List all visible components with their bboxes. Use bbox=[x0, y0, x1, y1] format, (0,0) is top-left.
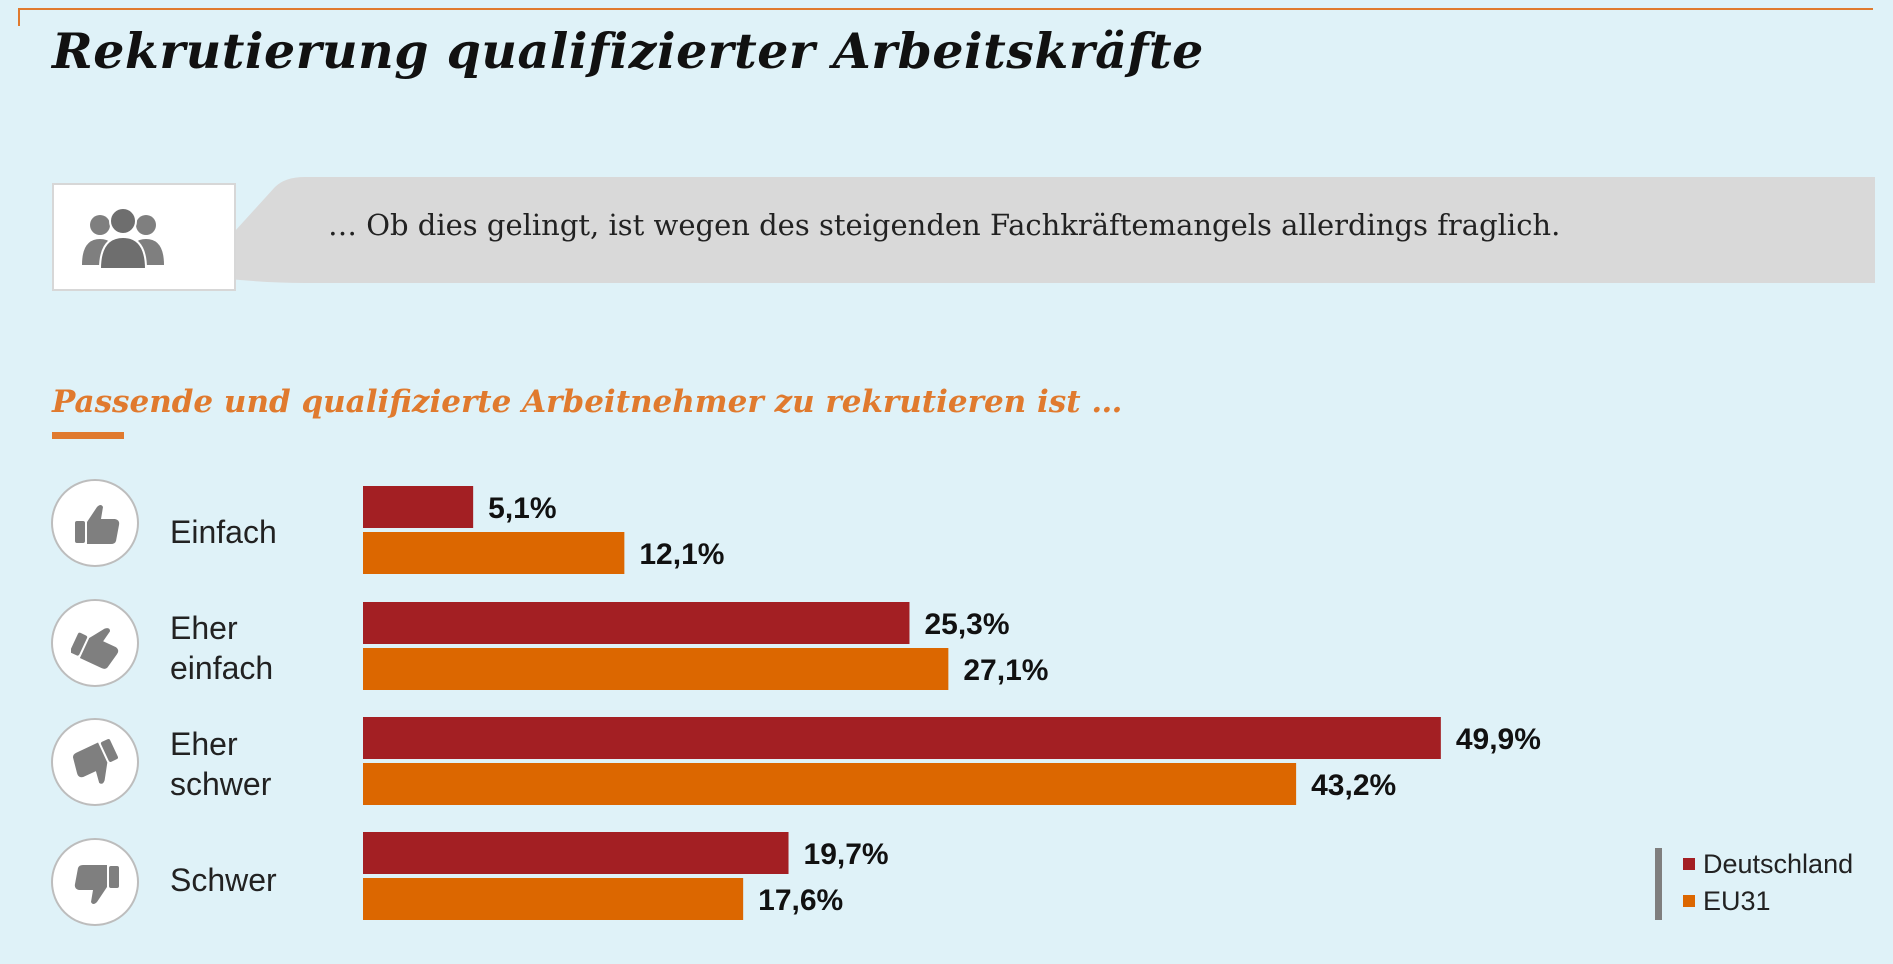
legend-label-deutschland: Deutschland bbox=[1703, 849, 1854, 879]
data-label-deutschland-3: 19,7% bbox=[804, 838, 889, 871]
data-label-eu31-0: 12,1% bbox=[639, 538, 724, 571]
thumbs-up-icon bbox=[51, 479, 139, 567]
quote-text: … Ob dies gelingt, ist wegen des steigen… bbox=[328, 208, 1561, 242]
category-label-line: Eher bbox=[170, 726, 238, 762]
data-label-eu31-2: 43,2% bbox=[1311, 769, 1396, 802]
legend-swatch-deutschland bbox=[1683, 857, 1695, 870]
bar-eu31-2 bbox=[363, 763, 1297, 805]
bar-deutschland-1 bbox=[363, 602, 910, 644]
data-label-deutschland-1: 25,3% bbox=[924, 608, 1009, 641]
bar-deutschland-2 bbox=[363, 717, 1441, 759]
category-label-line: einfach bbox=[170, 650, 274, 686]
bar-deutschland-3 bbox=[363, 832, 789, 874]
frame-top-rule bbox=[18, 8, 1873, 10]
legend-item-eu31: EU31 bbox=[1683, 886, 1771, 917]
bar-eu31-0 bbox=[363, 532, 625, 574]
people-group-icon bbox=[82, 207, 164, 270]
category-label-einfach: Einfach bbox=[170, 512, 277, 552]
data-label-deutschland-0: 5,1% bbox=[488, 492, 556, 525]
category-label-line: Schwer bbox=[170, 862, 277, 898]
quote-icon-box bbox=[52, 183, 236, 291]
category-label-line: Eher bbox=[170, 610, 238, 646]
legend-item-deutschland: Deutschland bbox=[1683, 849, 1853, 880]
data-label-eu31-3: 17,6% bbox=[758, 884, 843, 917]
page-title: Rekrutierung qualifizierter Arbeitskräft… bbox=[52, 22, 1204, 80]
thumbs-down-tilted-icon bbox=[51, 718, 139, 806]
bar-deutschland-0 bbox=[363, 486, 474, 528]
data-label-eu31-1: 27,1% bbox=[963, 654, 1048, 687]
category-label-line: Einfach bbox=[170, 514, 277, 550]
legend-rule bbox=[1655, 848, 1662, 920]
category-label-line: schwer bbox=[170, 766, 272, 802]
thumbs-down-icon bbox=[51, 838, 139, 926]
chart-title-rule bbox=[52, 432, 124, 439]
thumbs-up-tilted-icon bbox=[51, 599, 139, 687]
legend-label-eu31: EU31 bbox=[1703, 886, 1771, 916]
data-label-deutschland-2: 49,9% bbox=[1456, 723, 1541, 756]
quote-bubble bbox=[195, 177, 1875, 283]
legend-swatch-eu31 bbox=[1683, 894, 1695, 907]
bar-eu31-1 bbox=[363, 648, 949, 690]
category-label-eher-einfach: Eher einfach bbox=[170, 608, 273, 688]
category-label-eher-schwer: Eher schwer bbox=[170, 724, 271, 804]
bar-eu31-3 bbox=[363, 878, 744, 920]
category-label-schwer: Schwer bbox=[170, 860, 277, 900]
chart-title: Passende und qualifizierte Arbeitnehmer … bbox=[52, 384, 1123, 420]
frame-left-rule bbox=[18, 8, 20, 26]
